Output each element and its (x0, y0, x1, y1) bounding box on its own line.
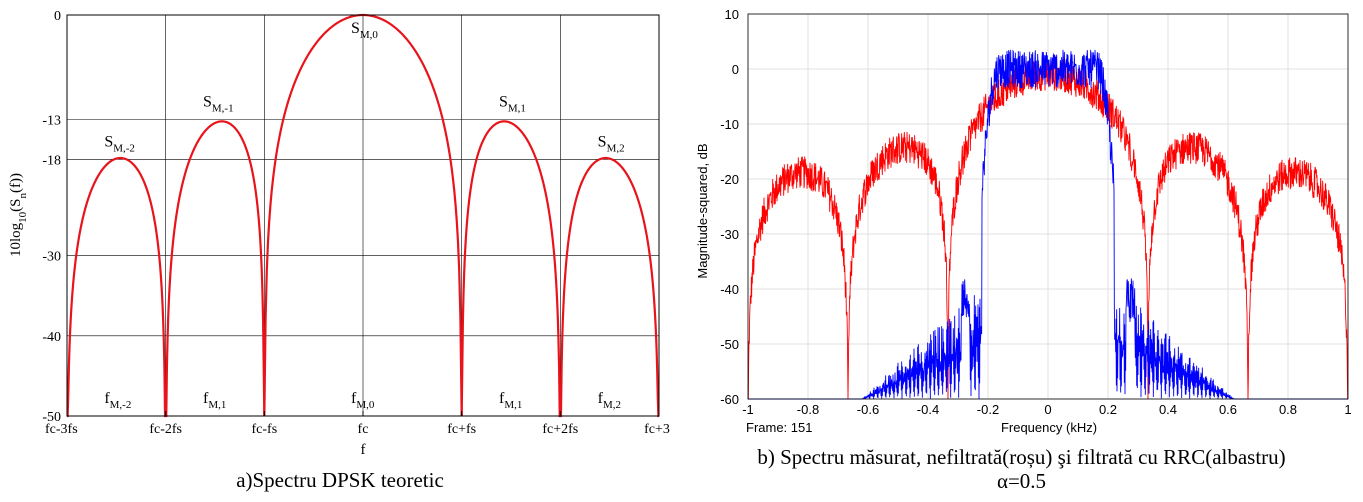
chart-a-annotation-6: fM,1 (203, 390, 226, 411)
chart-b-x-tick-label-6: 0.2 (1099, 402, 1117, 417)
chart-b-frame-label: Frame: 151 (746, 420, 812, 435)
chart-b-svg: -1 -0.8 -0.6 -0.4 -0.2 0 0.2 0.4 0.6 0.8 1 10 0 -10 -2… (695, 7, 1352, 435)
chart-a-y-tick-label-1: -13 (42, 113, 61, 128)
chart-b-frame (747, 13, 1349, 400)
chart-b-y-tick-label-1: 0 (732, 62, 739, 77)
chart-b-y-tick-label-0: 10 (725, 7, 739, 22)
chart-a-caption: a)Spectru DPSK teoretic (236, 468, 444, 492)
chart-a-x-tick-label-2: fc-fs (252, 422, 278, 437)
chart-b-x-tick-label-1: -0.8 (797, 402, 819, 417)
chart-a-x-tick-label-5: fc+2fs (542, 422, 578, 437)
chart-b-axes (747, 13, 1349, 400)
chart-a-annotation-5: fM,-2 (104, 390, 131, 411)
chart-b-y-tick-label-2: -10 (720, 117, 739, 132)
chart-a-ticks: fc-3fs fc-2fs fc-fs fc fc+fs fc+2fs fc+3 0 -13 -1… (42, 9, 670, 437)
chart-b-x-tick-label-5: 0 (1044, 402, 1051, 417)
chart-a-annotation-2: SM,0 (351, 20, 378, 41)
chart-a-y-tick-label-4: -40 (42, 330, 61, 345)
chart-a-annotation-0: SM,-2 (104, 133, 135, 154)
chart-a-annotation-8: fM,1 (499, 390, 522, 411)
chart-a-series-lobe-5 (559, 156, 660, 418)
chart-a-annotation-3: SM,1 (499, 93, 526, 114)
chart-b-caption-line1: b) Spectru măsurat, nefiltrată(roșu) şi … (757, 445, 1286, 469)
chart-b-x-tick-label-0: -1 (742, 402, 754, 417)
chart-a-annotation-9: fM,2 (598, 390, 621, 411)
chart-b-x-tick-label-2: -0.6 (857, 402, 879, 417)
chart-b-x-tick-label-7: 0.4 (1159, 402, 1177, 417)
chart-a-x-tick-label-1: fc-2fs (149, 422, 182, 437)
chart-a-y-tick-label-2: -18 (42, 153, 61, 168)
chart-a-x-tick-label-4: fc+fs (447, 422, 476, 437)
chart-a-y-tick-label-5: -50 (42, 410, 61, 425)
chart-a-y-tick-label-0: 0 (54, 9, 61, 24)
chart-b-y-tick-label-4: -30 (720, 227, 739, 242)
chart-b-x-tick-label-10: 1 (1344, 402, 1351, 417)
chart-a-y-axis-label: 10log10(Sn(f)) (8, 173, 29, 257)
chart-b-y-tick-label-6: -50 (720, 337, 739, 352)
chart-a-y-tick-label-3: -30 (42, 250, 61, 265)
chart-b-x-axis-label: Frequency (kHz) (1001, 420, 1097, 435)
chart-b-y-axis-label: Magnitude-squared, dB (695, 143, 710, 278)
chart-b-x-tick-label-9: 0.8 (1279, 402, 1297, 417)
chart-b-y-tick-label-5: -40 (720, 282, 739, 297)
chart-b-ticks: -1 -0.8 -0.6 -0.4 -0.2 0 0.2 0.4 0.6 0.8 1 10 0 -10 -2… (720, 7, 1351, 417)
chart-a-annotation-1: SM,-1 (203, 93, 234, 114)
chart-a-svg: fc-3fs fc-2fs fc-fs fc fc+fs fc+2fs fc+3 0 -13 -1… (8, 9, 670, 458)
chart-b-panel: -1 -0.8 -0.6 -0.4 -0.2 0 0.2 0.4 0.6 0.8 1 10 0 -10 -2… (680, 0, 1363, 502)
chart-b-y-tick-label-3: -20 (720, 172, 739, 187)
chart-a-x-axis-label: f (361, 442, 366, 458)
chart-a-annotations: SM,-2 SM,-1 SM,0 SM,1 SM,2 fM,-2 fM,1 fM,0 fM,1 f… (104, 20, 624, 411)
chart-a-x-tick-label-0: fc-3fs (45, 422, 78, 437)
chart-a-x-tick-label-3: fc (358, 422, 369, 437)
chart-a-series-lobe-4 (460, 120, 561, 418)
chart-a-panel: fc-3fs fc-2fs fc-fs fc fc+fs fc+2fs fc+3 0 -13 -1… (0, 0, 680, 502)
chart-a-x-tick-label-6: fc+3 (644, 422, 670, 437)
chart-b-x-tick-label-8: 0.6 (1219, 402, 1237, 417)
chart-b-caption: b) Spectru măsurat, nefiltrată(roșu) şi … (680, 445, 1363, 493)
chart-b-x-tick-label-3: -0.4 (917, 402, 939, 417)
chart-a-annotation-7: fM,0 (351, 390, 375, 411)
chart-b-y-tick-label-7: -60 (720, 392, 739, 407)
chart-a-grid (66, 14, 660, 417)
chart-a-series-lobe-1 (165, 120, 266, 418)
chart-b-x-tick-label-4: -0.2 (977, 402, 999, 417)
chart-a-annotation-4: SM,2 (598, 133, 625, 154)
chart-b-caption-line2: α=0.5 (996, 469, 1047, 493)
chart-a-series-lobe-0 (66, 156, 167, 418)
